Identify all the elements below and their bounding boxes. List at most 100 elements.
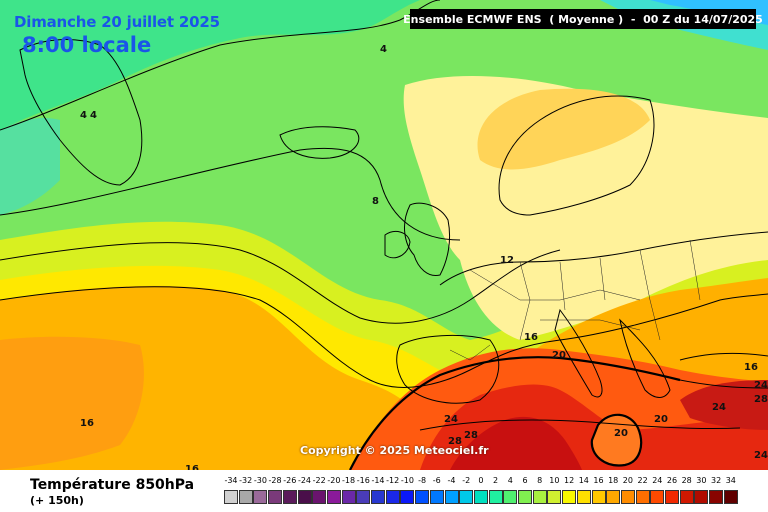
isotherm-20-bold: [349, 356, 681, 470]
band-atlantic-orange: [0, 336, 144, 470]
forecast-time: 8:00 locale: [22, 33, 152, 57]
legend-tick-label: -2: [462, 476, 471, 485]
band-20-blob: [591, 414, 642, 466]
legend-swatch: [341, 490, 356, 504]
contour-label: 8: [372, 196, 379, 207]
legend-tick-label: -26: [283, 476, 297, 485]
legend-swatch: [518, 490, 532, 504]
contour-label: 16: [524, 332, 538, 343]
contour-label: 16: [80, 418, 94, 429]
model-run-label: Ensemble ECMWF ENS ( Moyenne ) - 00 Z du…: [403, 9, 763, 29]
legend-tick-label: -10: [400, 476, 414, 485]
contour-label: 20: [552, 350, 566, 361]
legend-swatch: [473, 490, 488, 504]
legend-tick-label: -22: [312, 476, 326, 485]
legend-tick-label: -12: [386, 476, 400, 485]
contour-label: 4: [90, 110, 97, 121]
legend-swatch: [709, 490, 724, 504]
legend-swatch: [591, 490, 606, 504]
legend-tick-label: -28: [268, 476, 282, 485]
legend-swatch: [224, 490, 238, 504]
isotherm-8: [0, 147, 461, 241]
band-12-scandinavia: [477, 88, 650, 170]
forecast-date: Dimanche 20 juillet 2025: [14, 13, 220, 31]
contour-label: 24: [712, 402, 726, 413]
legend-swatch: [547, 490, 562, 504]
legend-swatch: [444, 490, 459, 504]
legend-swatch: [723, 490, 738, 504]
legend-tick-label: -4: [447, 476, 456, 485]
legend-swatch: [400, 490, 415, 504]
band-28-east: [680, 380, 768, 430]
legend-swatch: [606, 490, 621, 504]
forecast-horizon: (+ 150h): [30, 494, 84, 507]
legend-tick-label: -32: [239, 476, 253, 485]
legend-tick-label: -8: [418, 476, 427, 485]
legend-tick-label: 24: [652, 476, 663, 485]
contour-label: 20: [654, 414, 668, 425]
contour-label: 28: [464, 430, 478, 441]
legend-swatch: [429, 490, 444, 504]
legend-swatch: [488, 490, 503, 504]
legend-swatch: [326, 490, 341, 504]
legend-tick-label: 28: [681, 476, 692, 485]
legend-tick-label: 16: [593, 476, 604, 485]
legend-swatch: [694, 490, 709, 504]
legend-tick-label: 2: [493, 476, 499, 485]
legend-swatch: [253, 490, 268, 504]
color-legend: -34 -32 -30 -28 -26 -24 -22 -20 -18 -16 -14 -12 -10-…: [224, 476, 754, 510]
legend-tick-label: 12: [564, 476, 575, 485]
contour-label: 16: [744, 362, 758, 373]
legend-tick-label: 30: [696, 476, 707, 485]
legend-swatch: [415, 490, 430, 504]
copyright-text: Copyright © 2025 Meteociel.fr: [300, 444, 489, 457]
legend-tick-label: -24: [297, 476, 312, 485]
band-28-core: [450, 416, 582, 470]
legend-swatch: [650, 490, 665, 504]
legend-swatch: [459, 490, 474, 504]
contour-label: 24: [754, 450, 768, 461]
legend-tick-label: -30: [253, 476, 267, 485]
legend-tick-label: 8: [537, 476, 543, 485]
contour-label: 28: [754, 394, 768, 405]
legend-tick-label: -16: [356, 476, 370, 485]
legend-tick-label: 18: [608, 476, 619, 485]
coastlines: [19, 39, 768, 431]
contour-label: 12: [500, 255, 514, 266]
contour-label: 20: [614, 428, 628, 439]
legend-tick-label: -6: [432, 476, 441, 485]
legend-tick-label: 20: [622, 476, 633, 485]
legend-tick-label: 4: [507, 476, 513, 485]
contour-label: 16: [185, 464, 199, 475]
legend-swatch: [356, 490, 371, 504]
legend-swatch: [665, 490, 679, 504]
isotherm-20-blob: [590, 413, 643, 467]
legend-tick-label: 6: [522, 476, 528, 485]
legend-swatch: [268, 490, 283, 504]
legend-tick-label: 0: [478, 476, 484, 485]
legend-swatch: [635, 490, 650, 504]
legend-tick-label: 14: [578, 476, 589, 485]
legend-swatch: [562, 490, 577, 504]
legend-swatch: [282, 490, 297, 504]
legend-tick-label: 10: [549, 476, 560, 485]
contour-label: 4: [380, 44, 387, 55]
temperature-map: [0, 0, 768, 470]
legend-tick-label: 34: [725, 476, 736, 485]
legend-tick-label: -34: [224, 476, 238, 485]
legend-swatch: [371, 490, 385, 504]
contour-label: 4: [80, 110, 87, 121]
legend-swatch: [238, 490, 253, 504]
legend-tick-label: -20: [327, 476, 341, 485]
contour-label: 24: [444, 414, 458, 425]
legend-tick-label: -18: [342, 476, 356, 485]
legend-swatch: [385, 490, 400, 504]
legend-swatch: [312, 490, 327, 504]
legend-swatch: [532, 490, 547, 504]
legend-swatch: [503, 490, 518, 504]
legend-tick-label: 22: [637, 476, 648, 485]
legend-swatch: [679, 490, 694, 504]
variable-title: Température 850hPa: [30, 477, 195, 493]
legend-swatch: [297, 490, 312, 504]
